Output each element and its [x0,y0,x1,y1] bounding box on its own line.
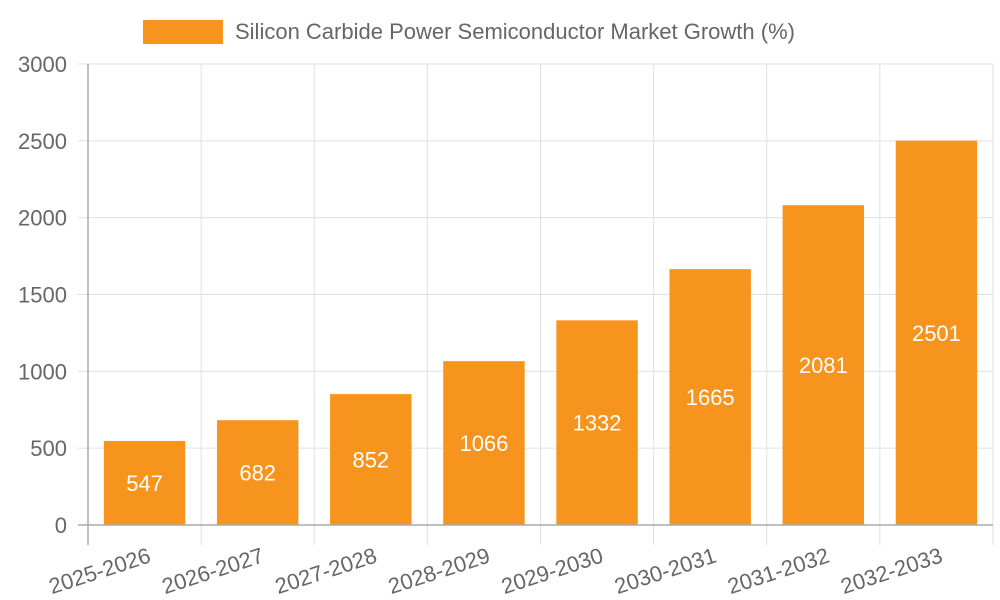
x-tick-label: 2029-2030 [498,543,606,599]
bar-2026-2027[interactable] [216,420,299,525]
y-tick-label: 3000 [18,52,67,77]
y-tick-label: 500 [30,436,67,461]
bar-2031-2032[interactable] [782,205,865,525]
y-axis: 0 500 1000 1500 2000 2500 3000 [18,52,89,545]
bar-value-label: 1066 [459,431,508,456]
bar-2029-2030[interactable] [556,320,638,525]
bar-value-label: 682 [239,461,276,486]
bar-2025-2026[interactable] [103,440,186,525]
bar-2027-2028[interactable] [330,394,412,525]
bars: 547 682 852 1066 1332 1665 2081 2501 [103,140,978,525]
y-tick-label: 1000 [18,359,67,384]
bar-value-label: 2501 [912,321,961,346]
x-tick-label: 2027-2028 [272,543,380,599]
x-tick-label: 2030-2031 [611,543,719,599]
bar-value-label: 852 [352,448,389,473]
y-tick-label: 1500 [18,283,67,308]
x-tick-label: 2032-2033 [838,543,946,599]
chart-legend[interactable]: Silicon Carbide Power Semiconductor Mark… [143,19,795,45]
x-axis: 2025-2026 2026-2027 2027-2028 2028-2029 2029… [46,524,993,599]
bar-2032-2033[interactable] [895,140,978,525]
x-tick-label: 2031-2032 [725,543,833,599]
x-tick-label: 2028-2029 [385,543,493,599]
y-tick-label: 2000 [18,206,67,231]
bar-value-label: 2081 [799,353,848,378]
bar-value-label: 1665 [686,385,735,410]
x-tick-label: 2026-2027 [159,543,267,599]
y-tick-label: 2500 [18,129,67,154]
bar-2030-2031[interactable] [669,269,751,525]
y-tick-label: 0 [55,513,67,538]
bar-value-label: 547 [126,471,163,496]
bar-value-label: 1332 [573,411,622,436]
bar-2028-2029[interactable] [443,361,525,525]
legend-swatch [143,20,223,44]
legend-label: Silicon Carbide Power Semiconductor Mark… [235,19,795,44]
x-tick-label: 2025-2026 [46,543,154,599]
